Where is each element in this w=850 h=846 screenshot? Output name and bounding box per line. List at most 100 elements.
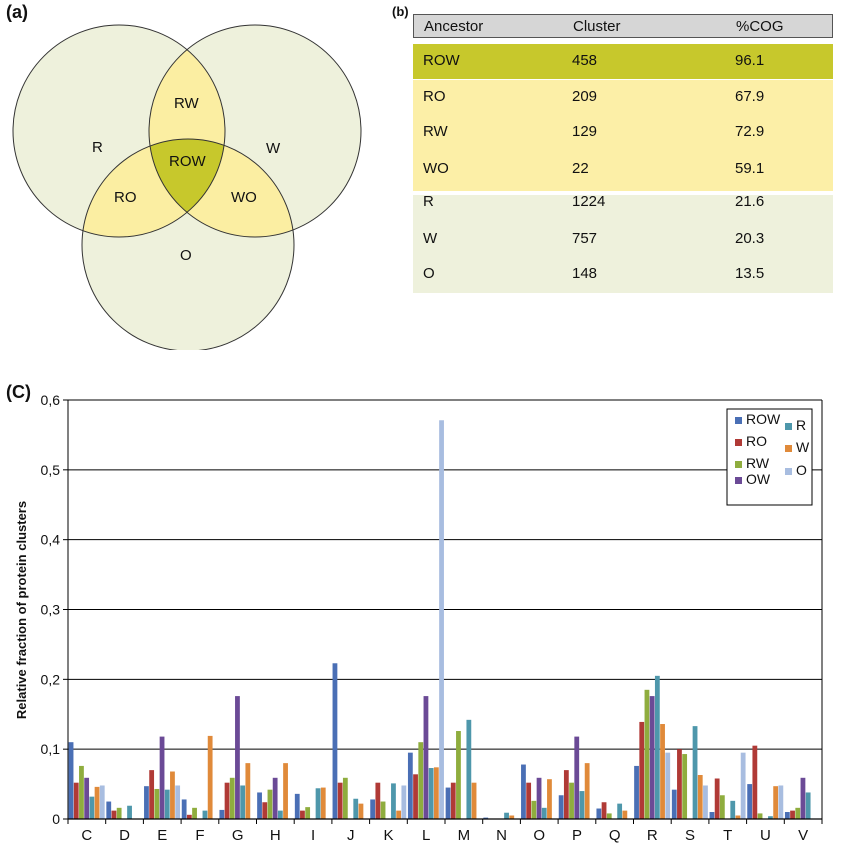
bar-w-p [584,763,590,819]
table-header: Ancestor Cluster %COG [413,14,833,38]
bar-r-o [541,807,547,819]
cell-cluster: 209 [572,88,598,105]
venn-label-wo: WO [231,189,257,206]
x-tick-label: U [760,827,771,844]
bar-row-n [483,817,489,819]
band-pair [413,80,833,191]
bar-row-r [634,765,639,819]
bar-rw-d [116,807,122,819]
bar-r-n [504,812,509,819]
cell-cog: 20.3 [735,230,765,247]
bar-ro-c [73,782,79,819]
legend-label-rw: RW [746,455,770,471]
cell-cog: 67.9 [735,88,765,105]
bar-r-j [353,798,359,819]
bar-o-s [703,785,708,819]
bar-row-j [332,663,338,819]
legend-swatch-ro [735,439,742,446]
bar-rw-f [192,807,197,819]
bar-r-p [579,791,585,819]
legend-label-ow: OW [746,471,771,487]
venn-label-row: ROW [169,153,207,170]
x-tick-label: R [647,827,658,844]
legend-swatch-o [785,468,792,475]
bar-ow-h [272,777,278,819]
cell-ancestor: RO [423,88,446,105]
bar-ro-m [450,782,456,819]
bar-ro-i [300,810,305,819]
x-tick-label: F [195,827,204,844]
bar-w-s [697,775,703,819]
legend-label-ro: RO [746,433,767,449]
cell-ancestor: WO [423,160,449,177]
bar-ro-u [752,745,758,819]
bar-rw-s [682,754,688,819]
bar-ro-l [413,774,418,819]
bar-rw-l [418,742,424,819]
cell-cog: 96.1 [735,52,765,69]
bar-ro-h [262,802,268,819]
cell-cluster: 458 [572,52,598,69]
x-tick-label: T [723,827,732,844]
bar-o-l [439,420,444,819]
bar-ow-c [84,777,90,819]
bar-ro-s [677,749,682,819]
bar-rw-m [456,731,461,819]
y-tick-label: 0,2 [41,671,61,687]
cell-ancestor: R [423,193,434,210]
bar-r-f [202,810,208,819]
band-single [413,195,833,293]
panel-label-b: (b) [392,4,409,19]
legend-swatch-r [785,423,792,430]
y-tick-label: 0,3 [41,602,61,618]
bar-w-q [622,810,628,819]
bar-w-k [396,810,402,819]
bar-ro-o [526,782,532,819]
axis-layer: 0 0,1 0,2 0,3 0,4 0,5 0,6 C D E F G H I J K L M N O P Q R S T U V [41,392,823,844]
bar-row-h [257,792,262,819]
x-tick-label: L [422,827,430,844]
cell-cluster: 148 [572,265,598,282]
bar-chart: 00,10,20,30,40,50,6C D E F G H I J K L M N O P Q R S T U V … [14,392,823,844]
bar-r-c [89,796,95,819]
bar-row-e [144,786,149,819]
legend-swatch-w [785,445,792,452]
x-tick-label: S [685,827,695,844]
bar-w-i [320,787,326,819]
legend-label-w: W [796,439,810,455]
bar-r-q [617,803,623,819]
bar-rw-i [305,807,311,819]
bar-ro-f [186,814,192,819]
ancestor-table: Ancestor Cluster %COG ROW 458 96.1 RO 20… [413,14,833,293]
bar-o-u [778,785,784,819]
bar-row-p [558,795,564,819]
bar-row-v [784,812,790,819]
legend-label-row: ROW [746,411,781,427]
y-tick-label: 0 [52,811,60,827]
bar-rw-p [569,782,574,819]
venn-region-ro [82,139,225,237]
x-tick-label: E [157,827,167,844]
x-tick-label: O [533,827,545,844]
x-tick-label: V [798,827,808,844]
bar-r-e [164,789,170,819]
bar-rw-r [644,689,650,819]
header-cluster: Cluster [573,18,621,35]
bar-row-u [747,784,753,819]
bar-ow-e [159,736,165,819]
bar-ow-g [235,696,240,819]
cell-cluster: 1224 [572,193,606,210]
bar-ro-g [224,782,230,819]
y-tick-label: 0,6 [41,392,61,408]
bar-w-o [547,779,552,819]
bar-r-r [654,675,660,819]
bar-ow-v [800,777,806,819]
legend-label-o: O [796,462,807,478]
bar-ow-o [536,777,542,819]
cell-cog: 72.9 [735,123,765,140]
x-tick-label: G [232,827,244,844]
bar-row-i [294,793,300,819]
bar-rw-c [79,765,84,819]
cell-ancestor: ROW [423,52,460,69]
bar-ro-p [563,770,569,819]
